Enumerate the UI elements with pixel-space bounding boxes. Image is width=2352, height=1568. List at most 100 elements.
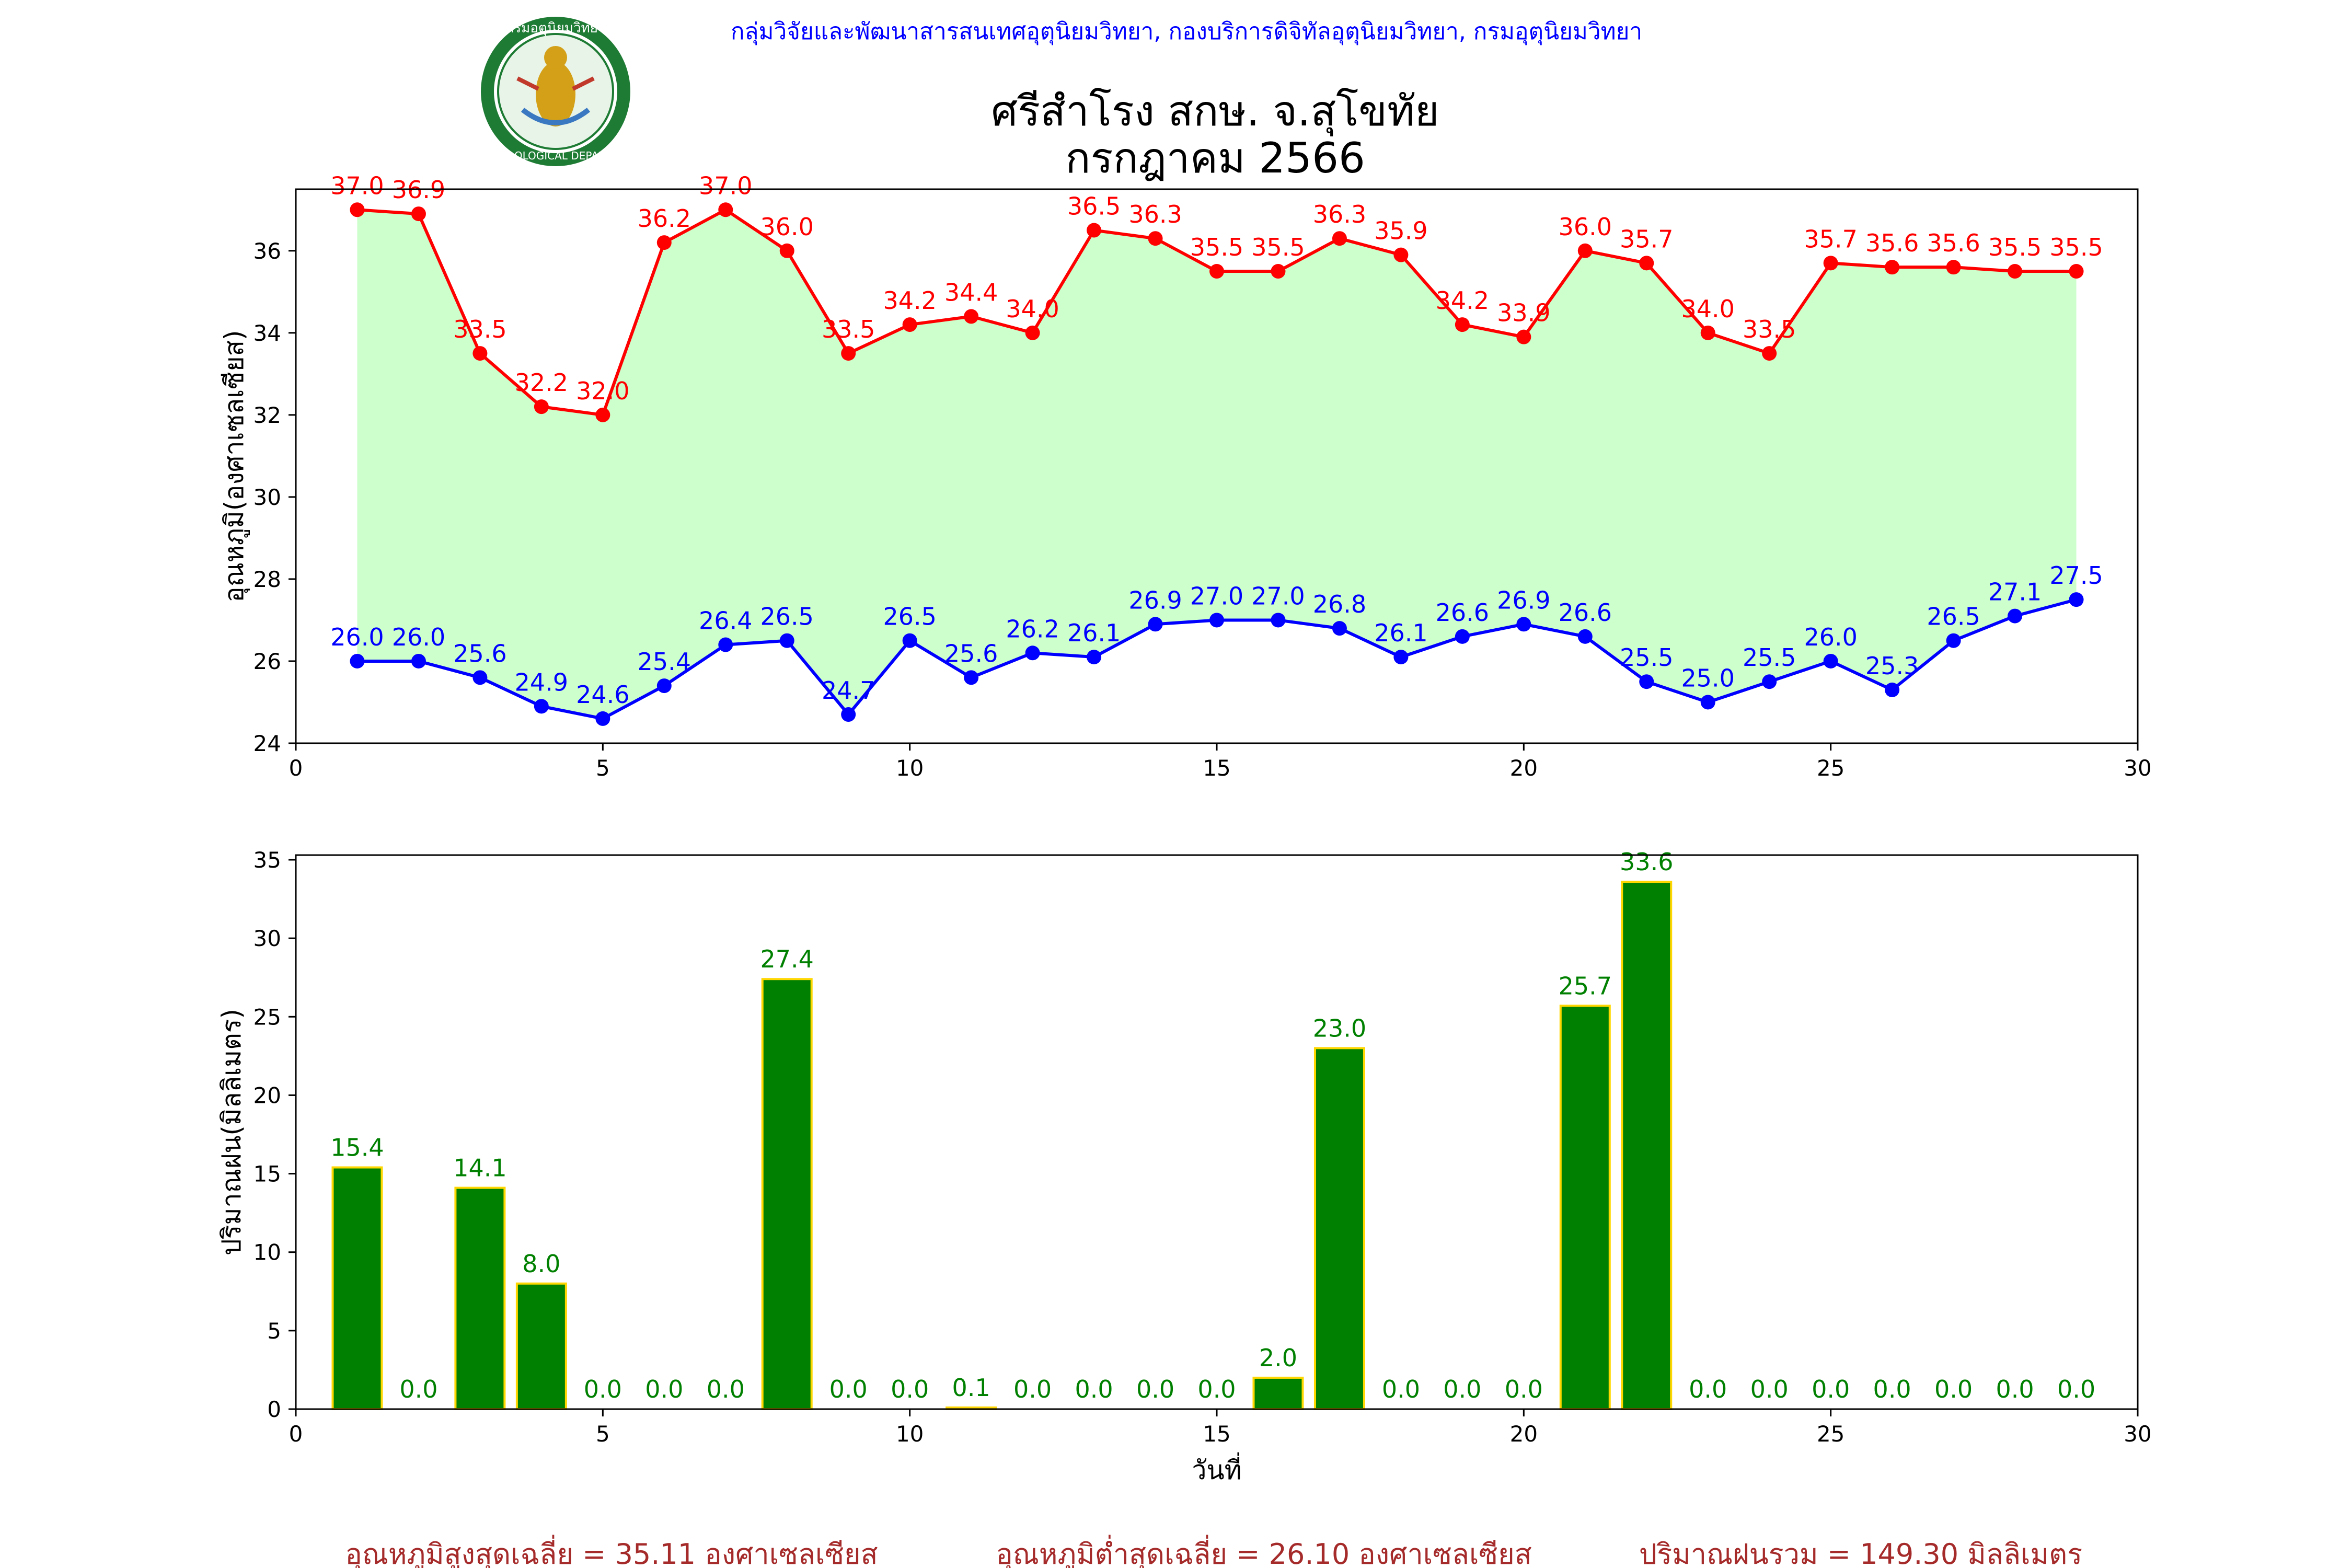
max-temperature-label: 35.7 — [1804, 225, 1857, 253]
rainfall-value-label: 0.0 — [1382, 1375, 1420, 1403]
meteorological-department-logo: กรมอุตุนิยมวิทยา METEOROLOGICAL DEPARTME… — [470, 17, 641, 166]
max-temperature-label: 35.6 — [1865, 229, 1919, 257]
temperature-y-tick-label: 34 — [253, 320, 281, 346]
min-temperature-point — [2008, 608, 2023, 624]
max-temperature-label: 36.5 — [1067, 192, 1121, 221]
min-temperature-label: 24.7 — [822, 676, 875, 705]
max-temperature-points: 37.0 36.933.532.2 32.036.237.036.033.534.2… — [330, 171, 2103, 422]
min-temperature-label: 25.3 — [1865, 652, 1919, 680]
min-temperature-point — [1271, 613, 1286, 628]
rainfall-chart: 0 5 10 15 20 25 30 0 5 10 15 20 25 30 35 15.4 0.0 14.1 8.… — [216, 847, 2152, 1485]
min-temperature-point — [779, 633, 794, 648]
rainfall-bar — [454, 1186, 506, 1411]
min-temperature-label: 26.6 — [1436, 598, 1489, 627]
temperature-x-tick-label: 30 — [2124, 755, 2151, 781]
min-temperature-label: 27.0 — [1190, 582, 1243, 610]
min-temperature-point — [1332, 621, 1347, 636]
min-temperature-label: 26.0 — [1804, 623, 1857, 651]
min-temperature-point — [1700, 695, 1715, 710]
min-temperature-label: 26.9 — [1497, 586, 1550, 614]
rainfall-value-label: 14.1 — [453, 1154, 506, 1182]
source-text: กลุ่มวิจัยและพัฒนาสารสนเทศอุตุนิยมวิทยา,… — [731, 18, 1642, 45]
rainfall-value-label: 15.4 — [330, 1134, 384, 1162]
rainfall-value-label: 27.4 — [760, 945, 814, 973]
rainfall-value-label: 0.0 — [1013, 1375, 1052, 1403]
min-temperature-point — [534, 699, 549, 714]
min-temperature-point — [350, 653, 365, 668]
chart-title-station: ศรีสำโรง สกษ. จ.สุโขทัย — [991, 87, 1439, 136]
max-temperature-point — [1823, 256, 1838, 271]
rainfall-value-label: 0.0 — [1689, 1375, 1727, 1403]
min-temperature-label: 26.4 — [699, 607, 752, 635]
max-temperature-point — [902, 317, 917, 332]
max-temperature-point — [2008, 264, 2023, 279]
max-temperature-label: 36.2 — [638, 204, 691, 233]
avg-min-temperature-summary: อุณหภูมิต่ำสุดเฉลี่ย = 26.10 องศาเซลเซีย… — [996, 1535, 1531, 1568]
rainfall-bar — [761, 978, 813, 1410]
max-temperature-point — [964, 309, 979, 324]
max-temperature-label: 37.0 — [699, 171, 752, 200]
rainfall-x-axis-label: วันที่ — [1192, 1452, 1241, 1485]
max-temperature-point — [1087, 223, 1102, 238]
total-rainfall-summary: ปริมาณฝนรวม = 149.30 มิลลิเมตร — [1639, 1538, 2082, 1568]
rainfall-value-label: 0.0 — [891, 1375, 929, 1403]
rainfall-value-label: 0.0 — [1996, 1375, 2034, 1403]
max-temperature-point — [1393, 247, 1409, 262]
max-temperature-point — [1271, 264, 1286, 279]
min-temperature-label: 26.1 — [1374, 619, 1427, 647]
min-temperature-point — [411, 653, 426, 668]
max-temperature-point — [534, 399, 549, 414]
rainfall-value-label: 0.0 — [1873, 1375, 1911, 1403]
min-temperature-label: 26.1 — [1067, 619, 1121, 647]
max-temperature-label: 35.7 — [1620, 225, 1673, 253]
temperature-x-tick-label: 15 — [1203, 755, 1230, 781]
max-temperature-label: 34.0 — [1006, 295, 1059, 323]
rainfall-y-tick-label: 5 — [267, 1318, 281, 1344]
temperature-y-tick-label: 30 — [253, 485, 281, 510]
min-temperature-label: 25.4 — [638, 648, 691, 676]
max-temperature-point — [1148, 231, 1163, 246]
max-temperature-label: 34.2 — [1436, 286, 1489, 315]
max-temperature-label: 34.0 — [1681, 295, 1735, 323]
rainfall-y-tick-label: 0 — [267, 1397, 281, 1422]
min-temperature-point — [1087, 650, 1102, 665]
rainfall-bars: 15.4 0.0 14.1 8.0 0.0 0.0 0.0 27.4 0.0 0.0 0.1 0.0 0… — [330, 848, 2095, 1411]
min-temperature-points: 26.0 26.0 25.6 24.9 24.6 25.4 26.4 26.5 24.7 26.5… — [330, 561, 2103, 726]
max-temperature-label: 33.9 — [1497, 299, 1550, 327]
min-temperature-point — [1823, 653, 1838, 668]
rainfall-value-label: 2.0 — [1259, 1344, 1297, 1372]
min-temperature-point — [1148, 617, 1163, 632]
min-temperature-point — [718, 637, 733, 652]
rainfall-axes: 0 5 10 15 20 25 30 0 5 10 15 20 25 30 35 — [253, 847, 2152, 1447]
min-temperature-label: 26.0 — [392, 623, 445, 651]
min-temperature-label: 27.1 — [1988, 578, 2042, 606]
min-temperature-label: 25.6 — [944, 639, 998, 667]
max-temperature-label: 36.3 — [1128, 200, 1182, 228]
rainfall-value-label: 0.0 — [1812, 1375, 1850, 1403]
min-temperature-label: 26.6 — [1559, 598, 1612, 627]
max-temperature-point — [411, 206, 426, 222]
rainfall-bar — [331, 1166, 383, 1410]
rainfall-x-tick-label: 0 — [289, 1421, 303, 1447]
max-temperature-point — [1025, 325, 1040, 340]
min-temperature-point — [964, 670, 979, 685]
rainfall-value-label: 0.0 — [1505, 1375, 1543, 1403]
max-temperature-label: 33.5 — [1743, 315, 1796, 343]
min-temperature-point — [1946, 633, 1961, 648]
rainfall-value-label: 23.0 — [1313, 1014, 1366, 1042]
min-temperature-label: 27.0 — [1251, 582, 1305, 610]
rainfall-x-tick-label: 20 — [1510, 1421, 1538, 1447]
temperature-y-tick-label: 28 — [253, 567, 281, 592]
rainfall-plot-frame — [295, 854, 2139, 1410]
rainfall-bar — [515, 1282, 567, 1411]
rainfall-value-label: 0.0 — [1934, 1375, 1973, 1403]
rainfall-value-label: 0.0 — [645, 1375, 683, 1403]
temperature-x-tick-label: 5 — [596, 755, 610, 781]
max-temperature-label: 33.5 — [453, 315, 506, 343]
max-temperature-point — [1762, 346, 1777, 361]
max-temperature-point — [1700, 325, 1715, 340]
min-temperature-label: 26.5 — [760, 603, 814, 631]
max-temperature-label: 32.2 — [515, 368, 568, 397]
rainfall-value-label: 0.0 — [2057, 1375, 2095, 1403]
